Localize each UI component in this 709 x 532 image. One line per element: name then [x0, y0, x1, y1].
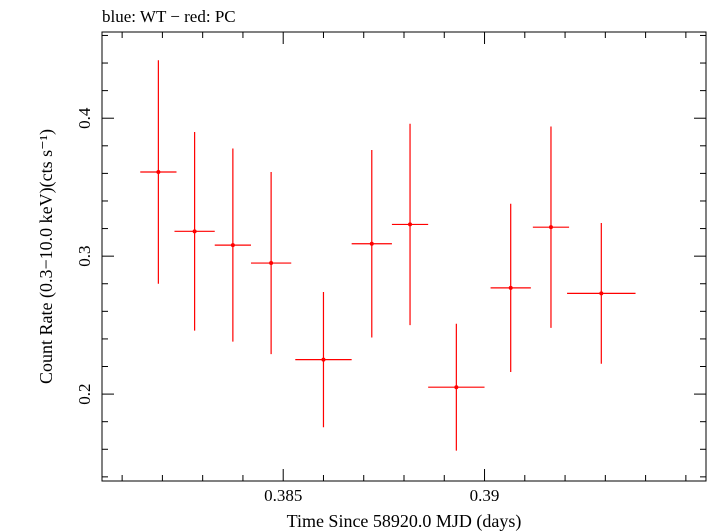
data-marker — [192, 229, 197, 234]
axis-ticks — [102, 32, 706, 481]
data-point — [490, 203, 531, 373]
data-point — [140, 60, 177, 284]
data-marker — [508, 285, 513, 290]
data-point — [174, 132, 215, 331]
x-tick-label: 0.39 — [470, 486, 500, 505]
data-point — [295, 292, 352, 428]
data-point — [532, 126, 570, 328]
x-tick-label: 0.385 — [264, 486, 302, 505]
plot-frame — [101, 31, 707, 482]
data-marker — [369, 241, 374, 246]
data-marker — [269, 261, 274, 266]
y-tick-label: 0.2 — [75, 383, 94, 404]
data-marker — [230, 243, 235, 248]
data-point — [428, 323, 485, 451]
data-marker — [599, 291, 604, 296]
data-points — [140, 60, 636, 451]
data-point — [214, 148, 251, 342]
y-axis-label: Count Rate (0.3−10.0 keV)(cts s⁻¹) — [36, 129, 57, 384]
axis-tick-labels: 0.385 0.39 0.2 0.3 0.4 — [75, 107, 499, 505]
y-tick-label: 0.4 — [75, 107, 94, 129]
data-point — [391, 123, 429, 326]
data-point — [567, 223, 636, 364]
data-marker — [454, 385, 459, 390]
data-point — [250, 172, 292, 355]
chart-title: blue: WT − red: PC — [102, 7, 236, 26]
y-tick-label: 0.3 — [75, 246, 94, 267]
data-point — [351, 149, 392, 338]
data-marker — [408, 222, 413, 227]
data-marker — [156, 170, 161, 175]
data-marker — [321, 357, 326, 362]
x-axis-label: Time Since 58920.0 MJD (days) — [287, 511, 522, 532]
data-marker — [548, 225, 553, 230]
